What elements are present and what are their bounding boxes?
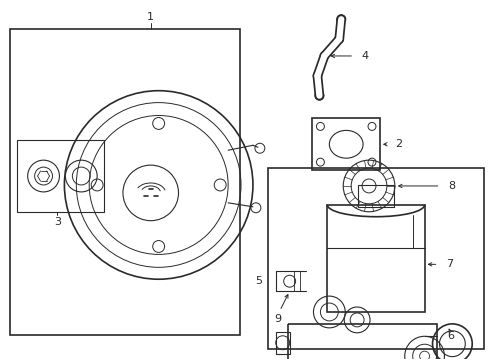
Bar xyxy=(357,185,393,207)
Circle shape xyxy=(316,158,324,166)
Circle shape xyxy=(367,158,375,166)
Text: 8: 8 xyxy=(447,181,455,191)
Circle shape xyxy=(250,203,260,213)
Bar xyxy=(10,29,240,335)
Circle shape xyxy=(316,122,324,130)
Bar xyxy=(267,168,483,349)
Bar xyxy=(326,205,424,312)
Bar xyxy=(17,140,104,212)
Text: 7: 7 xyxy=(446,259,453,269)
Text: 6: 6 xyxy=(446,331,453,341)
Text: 4: 4 xyxy=(360,51,367,61)
Circle shape xyxy=(314,91,323,100)
Circle shape xyxy=(254,143,264,153)
Bar xyxy=(275,332,289,354)
Text: 9: 9 xyxy=(274,314,281,324)
Text: 5: 5 xyxy=(254,276,262,286)
Circle shape xyxy=(336,15,345,24)
Bar xyxy=(287,324,436,360)
Text: 2: 2 xyxy=(394,139,401,149)
Bar xyxy=(312,118,379,170)
Text: 3: 3 xyxy=(54,217,61,227)
Text: 1: 1 xyxy=(147,12,154,22)
Circle shape xyxy=(367,122,375,130)
